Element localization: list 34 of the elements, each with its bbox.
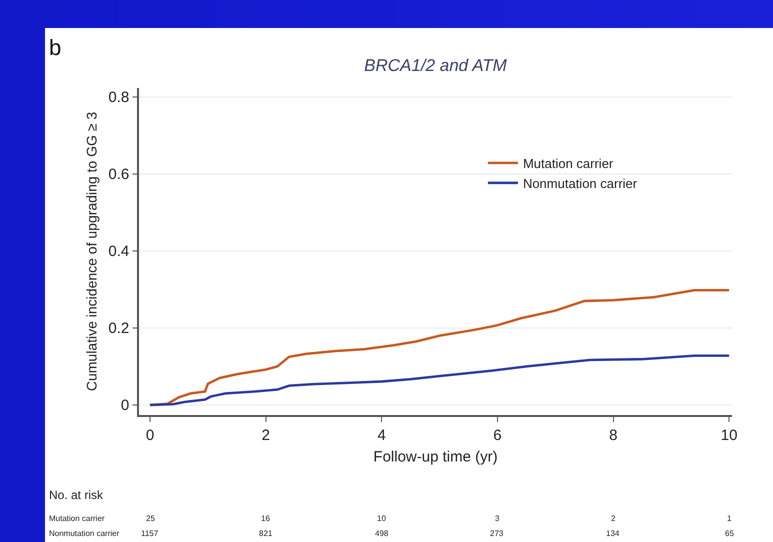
line-series xyxy=(148,354,730,406)
legend-label: Mutation carrier xyxy=(522,156,614,172)
x-tick-label: 10 xyxy=(720,426,738,444)
text: Mutation carrier xyxy=(49,514,105,523)
chart-title: BRCA1/2 and ATM xyxy=(364,56,508,75)
text: No. at risk xyxy=(49,488,104,502)
text: 821 xyxy=(259,529,273,538)
text: 65 xyxy=(725,529,734,538)
text: b xyxy=(49,35,62,60)
x-axis-title: Follow-up time (yr) xyxy=(373,448,498,466)
y-tick-label: 0.4 xyxy=(108,243,130,260)
y-tick-label: 0.2 xyxy=(108,320,130,338)
text: 3 xyxy=(495,514,500,523)
legend-label: Nonmutation carrier xyxy=(522,176,638,191)
x-tick-label: 6 xyxy=(493,426,502,444)
y-axis-title: Cumulative incidence of upgrading to GG ≥ 3 xyxy=(83,112,100,392)
y-tick-label: 0.8 xyxy=(108,89,130,106)
text: 1157 xyxy=(141,529,159,538)
text: 498 xyxy=(375,529,389,538)
text: 134 xyxy=(606,529,620,538)
text: 2 xyxy=(611,514,616,523)
x-tick-label: 0 xyxy=(146,426,154,444)
x-tick-label: 8 xyxy=(609,426,618,444)
y-tick-label: 0 xyxy=(120,397,130,414)
x-tick-label: 2 xyxy=(262,426,270,444)
text: 16 xyxy=(261,514,270,523)
x-tick-label: 4 xyxy=(377,426,386,444)
text: 273 xyxy=(490,529,504,538)
line-series xyxy=(148,289,730,406)
y-tick-label: 0.6 xyxy=(108,166,130,184)
text: 25 xyxy=(146,514,156,523)
text: 10 xyxy=(377,514,386,523)
text: Nonmutation carrier xyxy=(49,529,120,538)
text: 1 xyxy=(727,514,732,523)
